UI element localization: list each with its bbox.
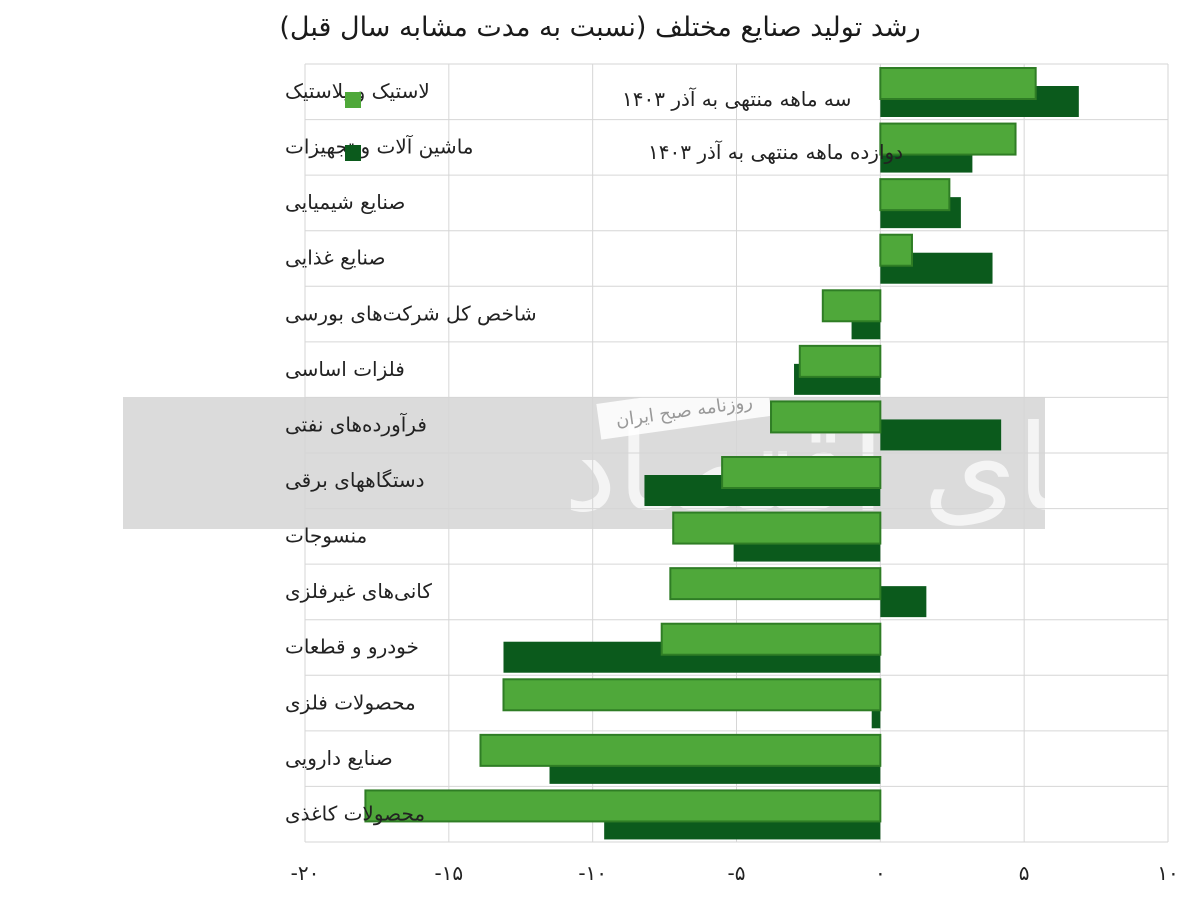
bar-12m-9 bbox=[880, 586, 927, 618]
bar-3m-9 bbox=[669, 567, 882, 601]
bar-3m-10 bbox=[660, 622, 882, 656]
category-label-4: شاخص کل شرکت‌های بورسی bbox=[285, 301, 537, 325]
category-label-1: ماشین آلات و تجهیزات bbox=[285, 134, 474, 159]
bar-3m-4 bbox=[821, 289, 882, 323]
watermark-stamp-box bbox=[596, 380, 772, 440]
x-tick-label-6: ۱۰ bbox=[1157, 861, 1178, 885]
x-tick-label-2: -۱۰ bbox=[578, 861, 607, 885]
legend: سه ماهه منتهی به آذر ۱۴۰۳ دوازده ماهه من… bbox=[345, 86, 903, 164]
category-label-9: کانی‌های غیرفلزی bbox=[285, 579, 432, 603]
grid bbox=[304, 63, 1169, 843]
bar-3m-3 bbox=[879, 233, 913, 267]
x-tick-label-3: -۵ bbox=[728, 861, 746, 885]
bars bbox=[364, 67, 1079, 840]
legend-swatch-12m bbox=[345, 145, 361, 161]
category-label-11: محصولات فلزی bbox=[285, 690, 416, 714]
chart-title: رشد تولید صنایع مختلف (نسبت به مدت مشابه… bbox=[279, 12, 921, 43]
bar-3m-8 bbox=[672, 511, 882, 545]
bar-3m-11 bbox=[502, 678, 882, 712]
bar-3m-5 bbox=[798, 344, 882, 378]
category-label-5: فلزات اساسی bbox=[285, 357, 405, 381]
category-label-7: دستگاههای برقی bbox=[285, 468, 425, 492]
bar-3m-6 bbox=[770, 400, 882, 434]
bar-3m-1 bbox=[879, 122, 1017, 156]
bar-12m-11 bbox=[871, 697, 881, 729]
bar-3m-7 bbox=[721, 456, 882, 489]
legend-swatch-3m bbox=[345, 92, 361, 108]
legend-label-12m: دوازده ماهه منتهی به آذر ۱۴۰۳ bbox=[648, 139, 903, 164]
category-label-3: صنایع غذایی bbox=[285, 246, 385, 270]
x-tick-label-4: ۰ bbox=[875, 861, 886, 885]
bar-12m-6 bbox=[880, 419, 1002, 451]
x-tick-label-1: -۱۵ bbox=[434, 861, 463, 885]
bar-3m-13 bbox=[364, 789, 882, 823]
bar-3m-2 bbox=[879, 178, 951, 212]
category-label-2: صنایع شیمیایی bbox=[285, 190, 405, 214]
x-tick-label-0: -۲۰ bbox=[291, 861, 320, 885]
category-label-13: محصولات کاغذی bbox=[285, 801, 425, 825]
bar-3m-0 bbox=[879, 67, 1037, 100]
watermark: دنیای اقتصاد روزنامه صبح ایران bbox=[123, 380, 1176, 539]
x-axis-ticks: -۲۰ -۱۵ -۱۰ -۵ ۰ ۵ ۱۰ bbox=[291, 861, 1179, 885]
legend-label-3m: سه ماهه منتهی به آذر ۱۴۰۳ bbox=[622, 86, 851, 111]
category-label-12: صنایع دارویی bbox=[285, 746, 393, 770]
category-label-10: خودرو و قطعات bbox=[285, 635, 419, 659]
bar-3m-12 bbox=[479, 733, 882, 767]
category-label-6: فرآورده‌های نفتی bbox=[285, 411, 427, 436]
watermark-band bbox=[123, 397, 1045, 529]
category-label-8: منسوجات bbox=[285, 524, 367, 548]
x-tick-label-5: ۵ bbox=[1019, 861, 1030, 885]
